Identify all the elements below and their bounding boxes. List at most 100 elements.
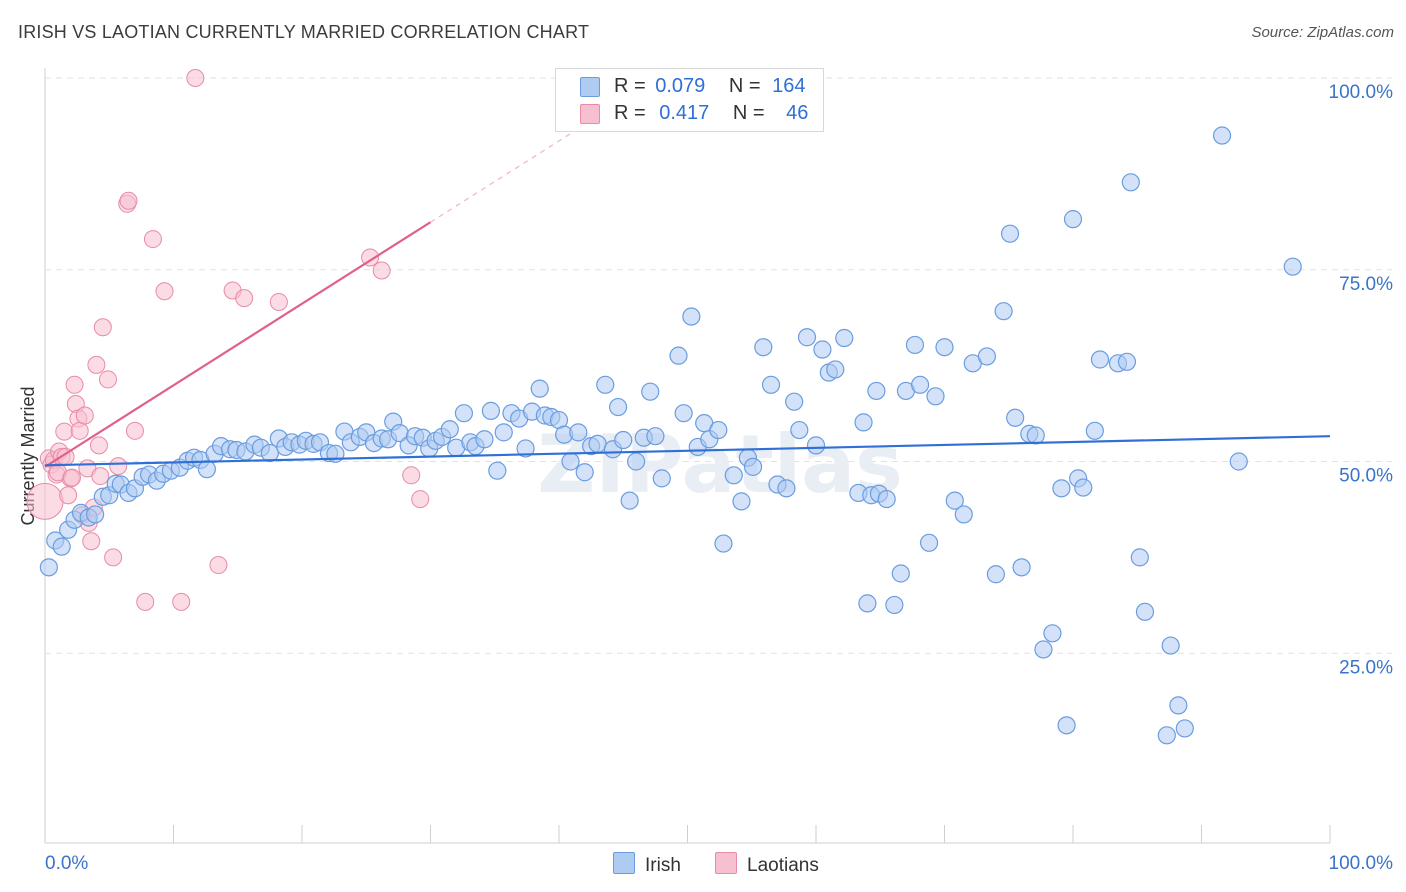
irish-point	[785, 392, 804, 411]
irish-point	[926, 387, 945, 406]
irish-point	[797, 328, 817, 347]
irish-point	[561, 452, 580, 471]
irish-point	[516, 439, 535, 458]
laotian-point	[65, 375, 84, 394]
irish-point	[1161, 636, 1180, 655]
laotian-point	[186, 69, 205, 87]
laotian-point	[361, 248, 380, 267]
stats-legend: R = 0.079 N = 164 R = 0.417 N = 46	[555, 68, 824, 132]
irish-point	[835, 328, 854, 348]
irish-point	[609, 397, 628, 417]
irish-point	[481, 401, 500, 420]
irish-point	[626, 452, 646, 471]
bottom-legend-laotian: Laotians	[715, 852, 819, 877]
laotian-point	[209, 556, 228, 575]
irish-point	[1000, 224, 1020, 243]
laotian-point	[119, 191, 138, 210]
irish-point	[1085, 421, 1104, 440]
laotian-point	[411, 490, 430, 509]
irish-point	[588, 434, 607, 453]
irish-point	[910, 375, 930, 394]
irish-point	[1212, 126, 1232, 145]
legend-laotian-r-label: R =	[614, 102, 646, 124]
laotian-point	[89, 436, 108, 455]
chart-source: Source: ZipAtlas.com	[1251, 24, 1394, 41]
irish-point	[743, 457, 763, 476]
irish-point	[39, 558, 58, 577]
laotian-point	[269, 292, 288, 311]
irish-point	[754, 338, 773, 357]
irish-trend-line	[44, 435, 1331, 467]
laotian-point	[143, 230, 162, 249]
laotian-point	[70, 421, 89, 440]
irish-point	[1034, 640, 1053, 659]
irish-point	[652, 469, 671, 488]
irish-point	[709, 420, 728, 440]
laotian-point	[98, 370, 117, 389]
bottom-legend-swatch-irish	[613, 852, 635, 874]
irish-point	[714, 534, 733, 553]
legend-laotian-r-value: 0.417	[659, 102, 710, 124]
laotian-point	[93, 318, 112, 337]
legend-irish-r-value: 0.079	[655, 75, 706, 97]
irish-point	[777, 479, 796, 498]
irish-point	[724, 466, 743, 485]
irish-point	[1229, 452, 1248, 471]
irish-point	[1157, 726, 1176, 745]
irish-point	[935, 338, 954, 357]
laotian-point	[136, 592, 155, 611]
laotian-point	[104, 548, 123, 567]
irish-point	[682, 307, 701, 326]
irish-point	[52, 537, 71, 556]
legend-swatch-laotian	[580, 104, 600, 124]
irish-point	[440, 420, 459, 439]
irish-point	[858, 594, 877, 613]
x-tick-label: 0.0%	[45, 853, 88, 874]
y-tick-label: 75.0%	[1339, 274, 1393, 295]
irish-point	[977, 347, 997, 366]
irish-point	[86, 505, 105, 524]
y-tick-label: 100.0%	[1329, 82, 1394, 103]
irish-point	[885, 595, 904, 615]
legend-swatch-irish	[580, 77, 600, 97]
irish-point	[197, 460, 217, 479]
irish-point	[641, 382, 660, 401]
irish-point	[905, 335, 925, 355]
irish-point	[1043, 624, 1062, 643]
laotian-point	[91, 467, 110, 486]
laotian-point	[75, 406, 94, 425]
irish-point	[596, 375, 615, 394]
irish-point	[986, 565, 1006, 584]
irish-point	[1063, 210, 1083, 229]
legend-irish-n-label: N =	[728, 75, 761, 97]
irish-point	[1117, 352, 1137, 371]
irish-point	[1169, 696, 1188, 715]
irish-point	[954, 505, 973, 524]
irish-point	[826, 360, 845, 379]
irish-point	[1090, 350, 1110, 369]
irish-point	[454, 404, 474, 423]
irish-point	[1057, 716, 1076, 735]
laotian-point	[26, 482, 64, 520]
irish-point	[806, 436, 826, 455]
laotian-point	[55, 422, 74, 441]
irish-point	[945, 491, 964, 510]
irish-point	[854, 413, 873, 432]
laotian-point	[372, 261, 391, 280]
irish-point	[813, 340, 832, 359]
irish-point	[790, 420, 809, 440]
x-tick-label: 100.0%	[1329, 853, 1394, 874]
irish-point	[1026, 426, 1045, 445]
bottom-legend-label-irish: Irish	[645, 855, 681, 876]
bottom-legend-label-laotian: Laotians	[747, 855, 819, 876]
irish-point	[494, 423, 513, 442]
laotian-point	[155, 282, 174, 301]
y-tick-label: 50.0%	[1339, 466, 1393, 487]
irish-point	[732, 492, 751, 511]
chart-title: IRISH VS LAOTIAN CURRENTLY MARRIED CORRE…	[18, 22, 590, 42]
irish-point	[1135, 602, 1155, 621]
irish-point	[891, 564, 910, 583]
y-tick-label: 25.0%	[1339, 657, 1393, 678]
legend-laotian-n-value: 46	[786, 102, 809, 124]
